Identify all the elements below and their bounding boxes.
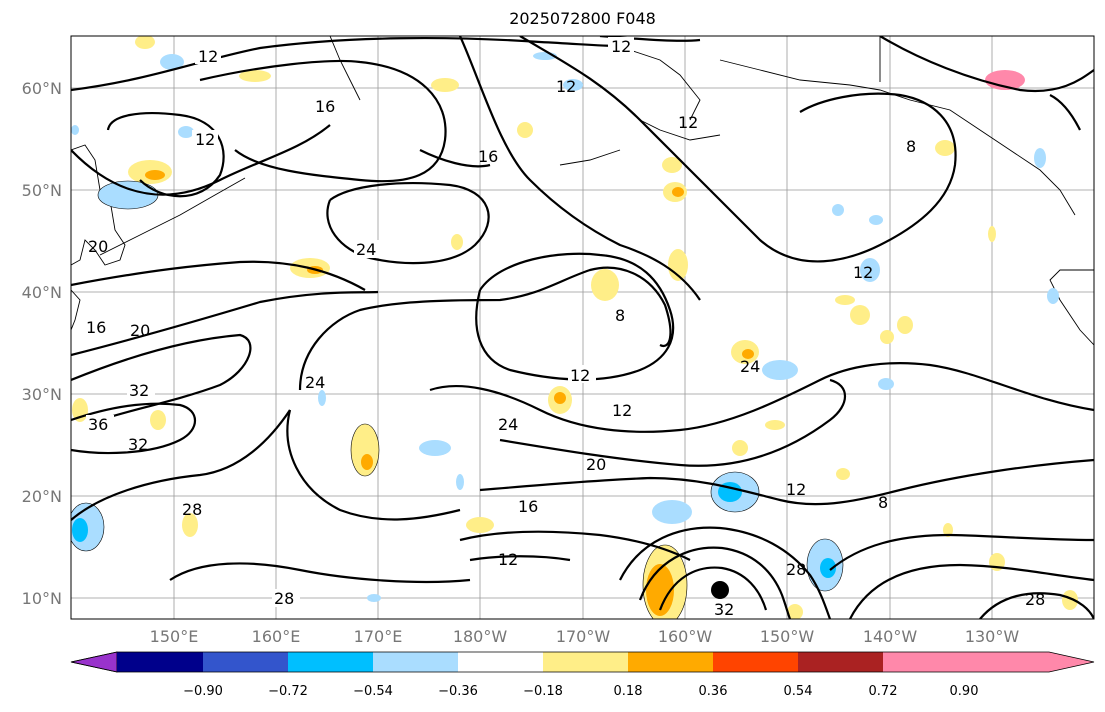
- contour-label: 12: [556, 77, 576, 96]
- lon-label: 170°W: [556, 627, 611, 646]
- contour-label: 24: [305, 373, 325, 392]
- contour-label: 8: [615, 306, 625, 325]
- contour-label: 28: [274, 589, 294, 608]
- lat-label: 60°N: [22, 79, 62, 98]
- lon-label: 170°E: [354, 627, 403, 646]
- lat-label: 20°N: [22, 487, 62, 506]
- colorbar: −0.90 −0.72 −0.54 −0.36 −0.18 0.18 0.36 …: [70, 651, 1095, 699]
- contour-label: 28: [786, 560, 806, 579]
- contour-label: 8: [878, 493, 888, 512]
- lat-label: 40°N: [22, 283, 62, 302]
- colorbar-bin: [628, 652, 713, 672]
- contour-label: 28: [182, 500, 202, 519]
- colorbar-extend-low: [70, 651, 118, 673]
- contour-label: 36: [88, 415, 108, 434]
- colorbar-extend-high: [964, 652, 1094, 672]
- colorbar-tick-label: 0.90: [950, 684, 979, 699]
- colorbar-bin: [883, 652, 964, 672]
- contour-label-group: 12 12 12 16 16 12 12 8 20 24 16 20 8 12 …: [86, 37, 1045, 619]
- colorbar-bin: [458, 652, 543, 672]
- contour-label: 24: [356, 240, 376, 259]
- contours: [71, 36, 1094, 619]
- lat-axis: 60°N 50°N 40°N 30°N 20°N 10°N: [22, 79, 62, 608]
- contour-label: 20: [130, 321, 150, 340]
- shading-positive: [72, 36, 1078, 619]
- colorbar-bin: [117, 652, 203, 672]
- coastlines: [71, 36, 1094, 346]
- contour-label: 12: [786, 480, 806, 499]
- colorbar-tick-label: −0.72: [268, 684, 308, 699]
- colorbar-tick-label: 0.18: [614, 684, 643, 699]
- lon-axis: 150°E 160°E 170°E 180°W 170°W 160°W 150°…: [150, 627, 1020, 646]
- contour-label: 24: [498, 415, 518, 434]
- contour-label: 32: [129, 381, 149, 400]
- contour-label: 20: [586, 455, 606, 474]
- lon-label: 160°E: [252, 627, 301, 646]
- colorbar-tick-label: 0.72: [869, 684, 898, 699]
- colorbar-bin: [798, 652, 883, 672]
- lon-label: 140°W: [863, 627, 918, 646]
- contour-label: 32: [714, 600, 734, 619]
- lat-label: 10°N: [22, 589, 62, 608]
- colorbar-bin: [543, 652, 628, 672]
- lon-label: 130°W: [965, 627, 1020, 646]
- lat-label: 30°N: [22, 385, 62, 404]
- contour-label: 12: [570, 366, 590, 385]
- lon-label: 150°E: [150, 627, 199, 646]
- contour-label: 12: [498, 550, 518, 569]
- contour-label: 16: [315, 97, 335, 116]
- contour-label: 12: [678, 113, 698, 132]
- colorbar-bin: [288, 652, 373, 672]
- contour-label: 28: [1025, 590, 1045, 609]
- shading-outlines: [71, 180, 844, 619]
- contour-label: 16: [478, 147, 498, 166]
- colorbar-bin: [713, 652, 798, 672]
- map-plot-area: [71, 36, 1094, 619]
- contour-label: 12: [195, 130, 215, 149]
- map-frame: [70, 35, 1095, 620]
- contour-label: 12: [611, 37, 631, 56]
- graticule: [71, 36, 1094, 619]
- contour-label: 16: [86, 318, 106, 337]
- storm-center-marker: [711, 581, 729, 599]
- lon-label: 180°W: [453, 627, 508, 646]
- contour-label: 8: [906, 137, 916, 156]
- contour-label: 12: [612, 401, 632, 420]
- contour-label: 16: [518, 497, 538, 516]
- colorbar-tick-label: 0.36: [699, 684, 728, 699]
- colorbar-tick-label: −0.36: [438, 684, 478, 699]
- colorbar-tick-label: −0.54: [353, 684, 393, 699]
- contour-label: 20: [88, 237, 108, 256]
- shading-negative: [71, 52, 1059, 602]
- contour-label: 32: [128, 435, 148, 454]
- map-title: 2025072800 F048: [509, 9, 656, 28]
- colorbar-bin: [203, 652, 288, 672]
- lon-label: 160°W: [658, 627, 713, 646]
- lon-label: 150°W: [760, 627, 815, 646]
- colorbar-tick-label: −0.90: [183, 684, 223, 699]
- colorbar-bin: [373, 652, 458, 672]
- contour-label: 24: [740, 357, 760, 376]
- colorbar-tick-label: −0.18: [523, 684, 563, 699]
- colorbar-tick-label: 0.54: [784, 684, 813, 699]
- contour-label: 12: [853, 263, 873, 282]
- contour-label: 12: [198, 47, 218, 66]
- colorbar-ticks: −0.90 −0.72 −0.54 −0.36 −0.18 0.18 0.36 …: [183, 684, 978, 699]
- lat-label: 50°N: [22, 181, 62, 200]
